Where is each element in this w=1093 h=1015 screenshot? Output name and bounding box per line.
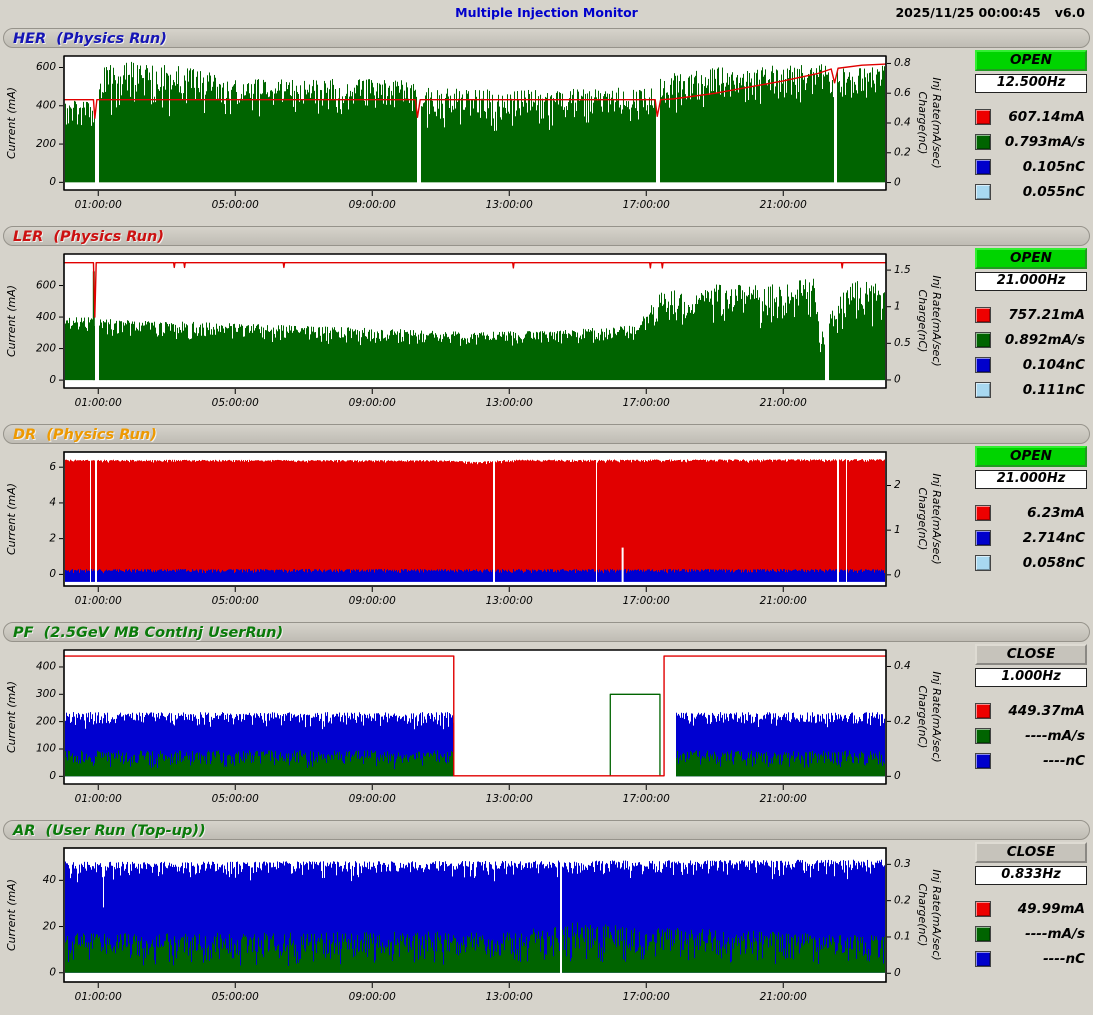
status-button-ler[interactable]: OPEN [975, 248, 1087, 269]
panel-ar: AR (User Run (Top-up)) CLOSE 0.833Hz 49.… [0, 820, 1093, 1015]
readout-value: ----mA/s [1025, 727, 1085, 744]
series-color-swatch [975, 702, 991, 719]
injection-rate-readout: 12.500Hz [975, 74, 1087, 93]
readout-value: 0.055nC [1022, 183, 1085, 200]
readout-value: 757.21mA [1008, 306, 1085, 323]
readout-value: 2.714nC [1022, 529, 1085, 546]
datetime: 2025/11/25 00:00:45 [895, 5, 1041, 20]
status-button-dr[interactable]: OPEN [975, 446, 1087, 467]
readout-rows: 607.14mA 0.793mA/s 0.105nC 0.055nC [975, 104, 1087, 204]
trend-chart-canvas [0, 444, 950, 620]
panel-title-bar: PF (2.5GeV MB ContInj UserRun) [3, 622, 1090, 642]
status-button-ar[interactable]: CLOSE [975, 842, 1087, 863]
readout-value: 6.23mA [1027, 504, 1085, 521]
readout-value: 449.37mA [1008, 702, 1085, 719]
readout-row: 0.111nC [975, 377, 1087, 402]
readout-row: 49.99mA [975, 896, 1087, 921]
version-label: v6.0 [1054, 5, 1085, 20]
readout-row: 0.055nC [975, 179, 1087, 204]
readout-value: ----nC [1043, 752, 1085, 769]
readout-value: 0.793mA/s [1004, 133, 1085, 150]
series-color-swatch [975, 752, 991, 769]
readout-value: 0.104nC [1022, 356, 1085, 373]
readout-row: 2.714nC [975, 525, 1087, 550]
panel-title-bar: AR (User Run (Top-up)) [3, 820, 1090, 840]
readout-row: 0.793mA/s [975, 129, 1087, 154]
series-color-swatch [975, 529, 991, 546]
status-button-her[interactable]: OPEN [975, 50, 1087, 71]
series-color-swatch [975, 183, 991, 200]
trend-chart-canvas [0, 48, 950, 224]
injection-rate-readout: 0.833Hz [975, 866, 1087, 885]
panel-ler: LER (Physics Run) OPEN 21.000Hz 757.21mA… [0, 226, 1093, 423]
injection-rate-readout: 21.000Hz [975, 272, 1087, 291]
panel-her: HER (Physics Run) OPEN 12.500Hz 607.14mA… [0, 28, 1093, 225]
readout-column: OPEN 21.000Hz 757.21mA 0.892mA/s 0.104nC… [975, 248, 1087, 402]
readout-row: 449.37mA [975, 698, 1087, 723]
readout-value: 0.058nC [1022, 554, 1085, 571]
trend-chart-canvas [0, 840, 950, 1015]
readout-column: CLOSE 0.833Hz 49.99mA ----mA/s ----nC [975, 842, 1087, 971]
series-color-swatch [975, 950, 991, 967]
readout-row: 6.23mA [975, 500, 1087, 525]
series-color-swatch [975, 900, 991, 917]
app-title: Multiple Injection Monitor [455, 5, 638, 20]
panel-title-bar: HER (Physics Run) [3, 28, 1090, 48]
readout-row: 607.14mA [975, 104, 1087, 129]
trend-chart-canvas [0, 642, 950, 818]
readout-row: 0.058nC [975, 550, 1087, 575]
readout-value: 49.99mA [1017, 900, 1085, 917]
header-bar: Multiple Injection Monitor 2025/11/25 00… [0, 0, 1093, 26]
readout-value: ----mA/s [1025, 925, 1085, 942]
readout-rows: 757.21mA 0.892mA/s 0.104nC 0.111nC [975, 302, 1087, 402]
series-color-swatch [975, 727, 991, 744]
series-color-swatch [975, 381, 991, 398]
panel-title-bar: DR (Physics Run) [3, 424, 1090, 444]
panel-title: LER (Physics Run) [13, 229, 164, 245]
series-color-swatch [975, 554, 991, 571]
readout-row: ----nC [975, 748, 1087, 773]
series-color-swatch [975, 356, 991, 373]
series-color-swatch [975, 108, 991, 125]
status-button-pf[interactable]: CLOSE [975, 644, 1087, 665]
series-color-swatch [975, 504, 991, 521]
readout-column: CLOSE 1.000Hz 449.37mA ----mA/s ----nC [975, 644, 1087, 773]
panel-title: HER (Physics Run) [13, 31, 167, 47]
trend-chart-canvas [0, 246, 950, 422]
readout-row: ----nC [975, 946, 1087, 971]
readout-row: 757.21mA [975, 302, 1087, 327]
readout-column: OPEN 21.000Hz 6.23mA 2.714nC 0.058nC [975, 446, 1087, 575]
panel-title-bar: LER (Physics Run) [3, 226, 1090, 246]
readout-rows: 449.37mA ----mA/s ----nC [975, 698, 1087, 773]
clock-and-version: 2025/11/25 00:00:45 v6.0 [895, 5, 1085, 20]
readout-row: 0.104nC [975, 352, 1087, 377]
readout-value: 0.105nC [1022, 158, 1085, 175]
readout-value: ----nC [1043, 950, 1085, 967]
readout-rows: 6.23mA 2.714nC 0.058nC [975, 500, 1087, 575]
series-color-swatch [975, 133, 991, 150]
panel-title: DR (Physics Run) [13, 427, 157, 443]
readout-column: OPEN 12.500Hz 607.14mA 0.793mA/s 0.105nC… [975, 50, 1087, 204]
readout-row: ----mA/s [975, 921, 1087, 946]
series-color-swatch [975, 158, 991, 175]
panel-pf: PF (2.5GeV MB ContInj UserRun) CLOSE 1.0… [0, 622, 1093, 819]
readout-value: 0.111nC [1022, 381, 1085, 398]
series-color-swatch [975, 925, 991, 942]
readout-row: 0.105nC [975, 154, 1087, 179]
panel-title: AR (User Run (Top-up)) [13, 823, 206, 839]
panel-dr: DR (Physics Run) OPEN 21.000Hz 6.23mA 2.… [0, 424, 1093, 621]
series-color-swatch [975, 306, 991, 323]
readout-row: ----mA/s [975, 723, 1087, 748]
injection-rate-readout: 1.000Hz [975, 668, 1087, 687]
series-color-swatch [975, 331, 991, 348]
readout-value: 0.892mA/s [1004, 331, 1085, 348]
readout-row: 0.892mA/s [975, 327, 1087, 352]
readout-value: 607.14mA [1008, 108, 1085, 125]
readout-rows: 49.99mA ----mA/s ----nC [975, 896, 1087, 971]
panel-title: PF (2.5GeV MB ContInj UserRun) [13, 625, 284, 641]
injection-rate-readout: 21.000Hz [975, 470, 1087, 489]
